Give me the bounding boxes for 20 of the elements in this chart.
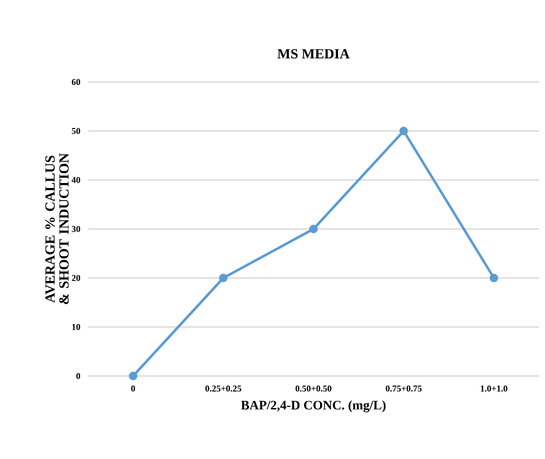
point (399, 126, 408, 136)
y-tick-label: 50 (72, 128, 80, 134)
y-axis-title: AVERAGE % CALLUS & SHOOT INDUCTION (45, 153, 69, 304)
point (309, 224, 318, 234)
point (128, 372, 138, 380)
x-tick-label: 0.25+0.25 (205, 386, 242, 392)
y-tick-label: 40 (72, 176, 80, 184)
x-tick-label: 0.75+0.75 (386, 386, 422, 392)
x-tick-label: 1.0+1.0 (480, 386, 508, 392)
x-tick-label: 0.50+0.50 (296, 386, 332, 392)
y-tick-label: 60 (72, 78, 80, 86)
y-tick-label: 0 (76, 372, 80, 380)
point (490, 274, 498, 282)
y-tick-label: 30 (72, 226, 80, 232)
chart-title: MS MEDIA (278, 49, 350, 58)
x-tick-label: 0 (131, 386, 136, 392)
y-tick-label: 20 (72, 274, 80, 282)
y-tick-label: 10 (72, 324, 80, 330)
x-axis-title: BAP/2,4-D CONC. (mg/L) (241, 400, 386, 412)
point (219, 274, 228, 282)
